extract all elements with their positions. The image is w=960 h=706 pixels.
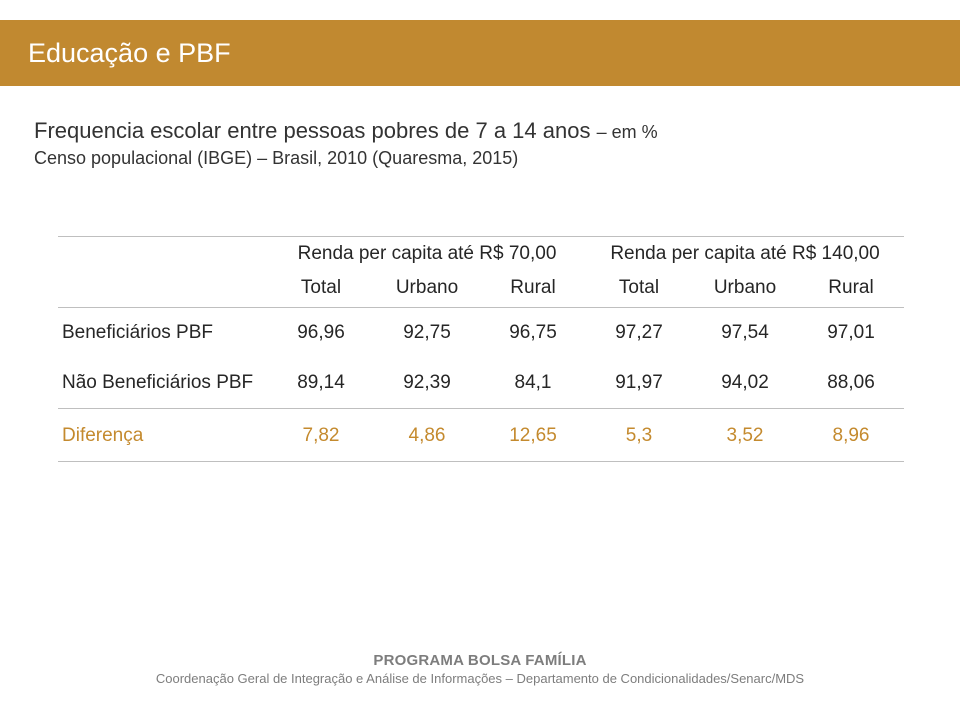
cell: 88,06 xyxy=(798,358,904,408)
diff-cell: 3,52 xyxy=(692,409,798,462)
group-header-2: Renda per capita até R$ 140,00 xyxy=(586,237,904,272)
subheader-blank xyxy=(58,271,268,308)
diff-cell: 7,82 xyxy=(268,409,374,462)
subheader: Total xyxy=(268,271,374,308)
cell: 96,96 xyxy=(268,308,374,359)
subtitle-line1-main: Frequencia escolar entre pessoas pobres … xyxy=(34,118,597,143)
cell: 84,1 xyxy=(480,358,586,408)
subheader: Urbano xyxy=(374,271,480,308)
diff-cell: 5,3 xyxy=(586,409,692,462)
cell: 92,75 xyxy=(374,308,480,359)
footer-line1: PROGRAMA BOLSA FAMÍLIA xyxy=(0,652,960,669)
row-label: Não Beneficiários PBF xyxy=(58,358,268,408)
subheader: Rural xyxy=(480,271,586,308)
cell: 96,75 xyxy=(480,308,586,359)
table-header-groups: Renda per capita até R$ 70,00 Renda per … xyxy=(58,237,904,272)
cell: 94,02 xyxy=(692,358,798,408)
footer: PROGRAMA BOLSA FAMÍLIA Coordenação Geral… xyxy=(0,652,960,686)
subtitle-line2: Censo populacional (IBGE) – Brasil, 2010… xyxy=(34,148,926,169)
cell: 97,27 xyxy=(586,308,692,359)
table-corner-blank xyxy=(58,237,268,272)
diff-row-label: Diferença xyxy=(58,409,268,462)
subheader: Urbano xyxy=(692,271,798,308)
cell: 92,39 xyxy=(374,358,480,408)
table-row: Não Beneficiários PBF 89,14 92,39 84,1 9… xyxy=(58,358,904,408)
subheader: Rural xyxy=(798,271,904,308)
cell: 91,97 xyxy=(586,358,692,408)
diff-cell: 12,65 xyxy=(480,409,586,462)
data-table: Renda per capita até R$ 70,00 Renda per … xyxy=(58,236,904,462)
table-row: Beneficiários PBF 96,96 92,75 96,75 97,2… xyxy=(58,308,904,359)
data-table-wrap: Renda per capita até R$ 70,00 Renda per … xyxy=(58,236,904,462)
group-header-1: Renda per capita até R$ 70,00 xyxy=(268,237,586,272)
subheader: Total xyxy=(586,271,692,308)
diff-cell: 4,86 xyxy=(374,409,480,462)
slide: Educação e PBF Frequencia escolar entre … xyxy=(0,0,960,706)
table-header-sub: Total Urbano Rural Total Urbano Rural xyxy=(58,271,904,308)
title-bar: Educação e PBF xyxy=(0,20,960,86)
cell: 89,14 xyxy=(268,358,374,408)
footer-line2: Coordenação Geral de Integração e Anális… xyxy=(0,671,960,686)
subtitle-line1-suffix: – em % xyxy=(597,122,658,142)
table-divider xyxy=(58,461,904,462)
subtitle-block: Frequencia escolar entre pessoas pobres … xyxy=(34,118,926,169)
subtitle-line1: Frequencia escolar entre pessoas pobres … xyxy=(34,118,926,144)
row-label: Beneficiários PBF xyxy=(58,308,268,359)
diff-cell: 8,96 xyxy=(798,409,904,462)
slide-title: Educação e PBF xyxy=(28,38,231,69)
table-diff-row: Diferença 7,82 4,86 12,65 5,3 3,52 8,96 xyxy=(58,409,904,462)
cell: 97,01 xyxy=(798,308,904,359)
cell: 97,54 xyxy=(692,308,798,359)
